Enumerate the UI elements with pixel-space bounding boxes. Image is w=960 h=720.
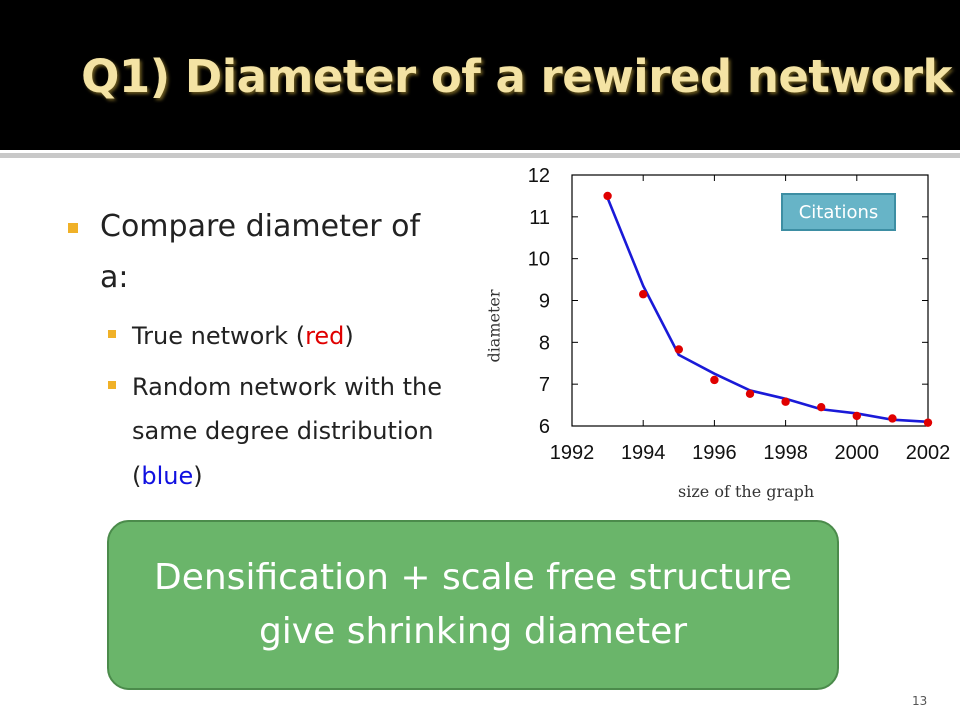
y-tick-label: 11 — [529, 207, 550, 229]
page-number: 13 — [912, 694, 928, 708]
series-line-random-network — [606, 197, 929, 424]
diameter-chart: 6 7 8 9 10 11 12 1992 1994 1996 1998 2000 2002 — [528, 165, 951, 464]
sub-bullet-marker — [108, 330, 116, 338]
x-tick-label: 2000 — [835, 442, 880, 464]
x-tick-label: 2002 — [906, 442, 951, 464]
series-point-true-network — [817, 402, 826, 412]
callout-line-2: give shrinking diameter — [258, 611, 688, 652]
x-tick-label: 1992 — [550, 442, 595, 464]
chart-x-axis-label: size of the graph — [678, 482, 815, 501]
x-tick-label: 1996 — [692, 442, 737, 464]
series-point-true-network — [639, 290, 648, 299]
chart-series-lines — [606, 197, 929, 424]
series-point-true-network — [888, 414, 897, 423]
sub-item-random-network: Random network with the same degree dist… — [132, 365, 477, 498]
bullet-text: Compare diameter of a: — [100, 201, 440, 303]
chart-legend-citations: Citations — [781, 193, 896, 231]
bullet-marker — [68, 223, 78, 233]
chart-series-points — [603, 191, 933, 427]
sub-item-true-network: True network (red) — [132, 314, 492, 358]
chart-x-ticks: 1992 1994 1996 1998 2000 2002 — [550, 175, 951, 464]
series-point-true-network — [745, 389, 755, 398]
y-tick-label: 7 — [539, 374, 550, 396]
sub-item-2-text: Random network with the same degree dist… — [132, 373, 443, 490]
series-point-true-network — [674, 345, 683, 354]
chart-y-ticks: 6 7 8 9 10 11 12 — [528, 165, 928, 438]
sub-item-2-close: ) — [193, 461, 203, 490]
slide-title: Q1) Diameter of a rewired network — [81, 50, 952, 103]
sub-item-1-close: ) — [344, 322, 354, 350]
chart-y-axis-label: diameter — [484, 289, 504, 363]
y-tick-label: 9 — [539, 291, 550, 313]
series-point-true-network — [710, 375, 719, 385]
x-tick-label: 1994 — [621, 442, 666, 464]
y-tick-label: 10 — [528, 249, 550, 271]
sub-item-1-text: True network ( — [132, 322, 306, 350]
sub-item-1-color-word: red — [305, 322, 345, 350]
callout-line-1: Densification + scale free structure — [154, 557, 792, 598]
y-tick-label: 6 — [539, 416, 550, 438]
sub-bullet-marker — [108, 381, 116, 389]
series-point-true-network — [852, 411, 861, 421]
sub-item-2-color-word: blue — [141, 461, 194, 490]
y-tick-label: 8 — [539, 332, 550, 354]
bullet-main-label: Compare diameter of a: — [100, 209, 421, 295]
title-bar: Q1) Diameter of a rewired network — [0, 0, 960, 150]
series-point-true-network — [923, 418, 933, 427]
title-divider — [0, 153, 960, 158]
series-point-true-network — [603, 191, 612, 201]
x-tick-label: 1998 — [763, 442, 808, 464]
callout-box: Densification + scale free structure giv… — [107, 520, 839, 690]
series-point-true-network — [781, 397, 790, 406]
y-tick-label: 12 — [528, 165, 550, 187]
